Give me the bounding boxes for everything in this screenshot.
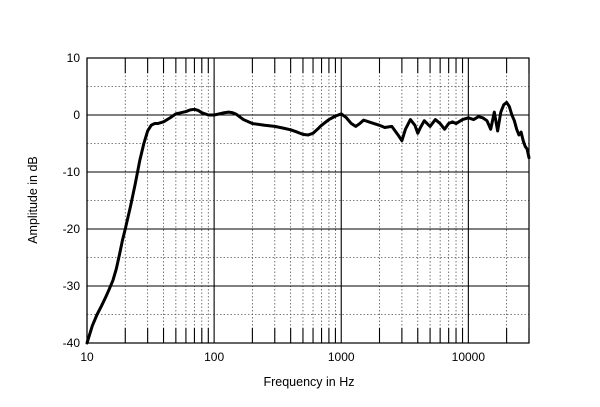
x-tick-label: 1000 — [328, 350, 355, 364]
y-tick-label: 10 — [67, 51, 81, 65]
x-tick-label: 100 — [204, 350, 224, 364]
y-tick-label: -10 — [63, 165, 81, 179]
x-tick-label: 10000 — [452, 350, 486, 364]
y-tick-label: 0 — [73, 108, 80, 122]
y-axis-title: Amplitude in dB — [26, 156, 40, 244]
plot-frame — [86, 57, 530, 344]
y-tick-label: -20 — [63, 222, 81, 236]
y-tick-label: -40 — [63, 336, 81, 350]
y-tick-labels: 10 0 -10 -20 -30 -40 — [63, 51, 81, 350]
x-tick-label: 10 — [80, 350, 94, 364]
y-tick-label: -30 — [63, 279, 81, 293]
minor-grid — [87, 58, 530, 343]
x-axis-title: Frequency in Hz — [263, 375, 354, 389]
series-line — [85, 100, 531, 345]
x-tick-labels: 10 100 1000 10000 — [80, 350, 485, 364]
